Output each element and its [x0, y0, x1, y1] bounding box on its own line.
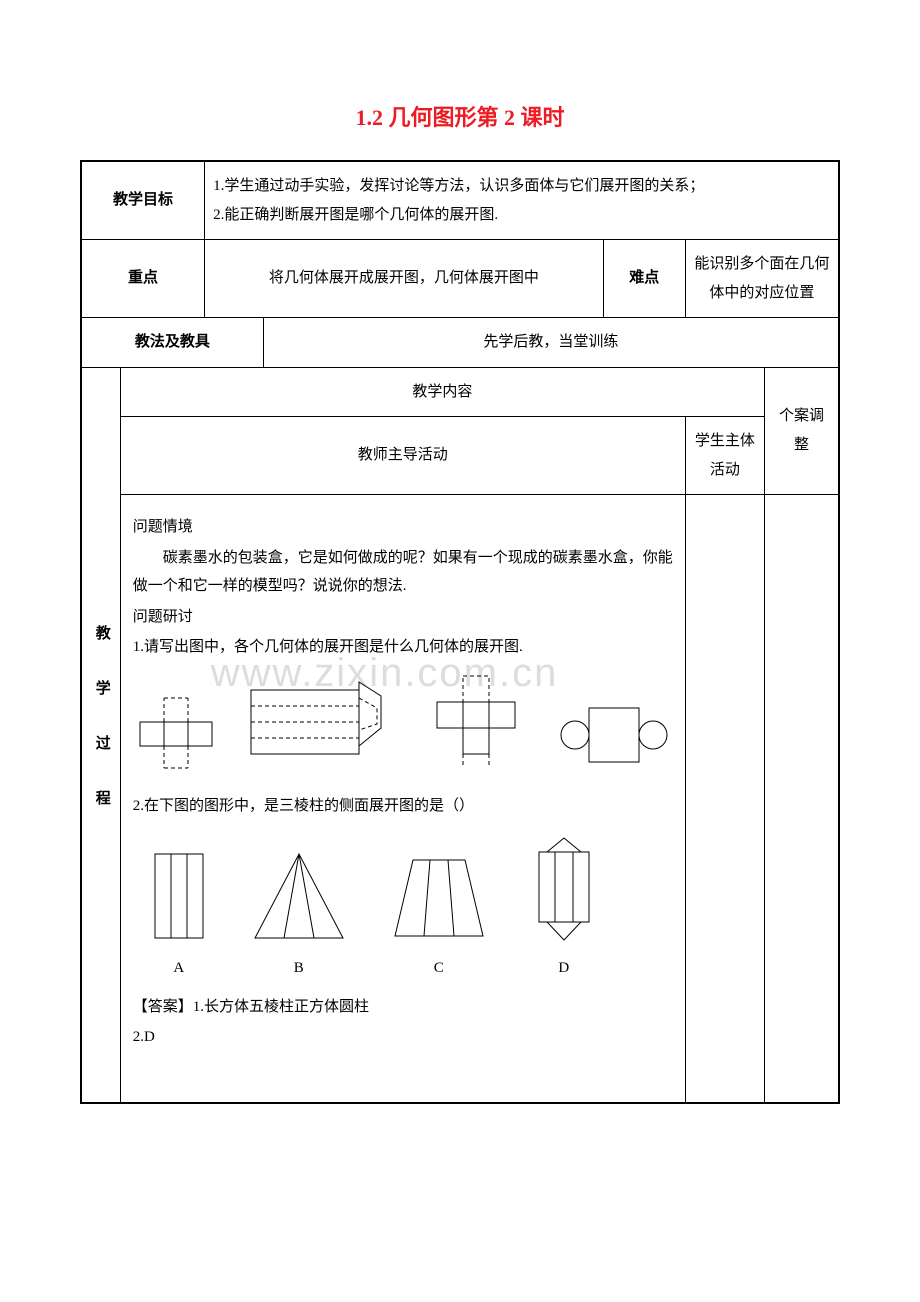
label-method: 教法及教具 [81, 318, 263, 368]
header-student: 学生主体活动 [685, 417, 764, 495]
goal-content: 1.学生通过动手实验，发挥讨论等方法，认识多面体与它们展开图的关系； 2.能正确… [205, 161, 839, 240]
header-content: 教学内容 [120, 367, 764, 417]
figure-labels: A B C D [149, 954, 657, 983]
option-a-icon [149, 848, 209, 944]
label-difficulty: 难点 [603, 240, 685, 318]
header-adjust: 个案调整 [765, 367, 840, 495]
method-content: 先学后教，当堂训练 [263, 318, 839, 368]
option-d-icon [529, 834, 599, 944]
page-title: 1.2 几何图形第 2 课时 [80, 100, 840, 132]
difficulty-content: 能识别多个面在几何体中的对应位置 [685, 240, 839, 318]
adjust-cell [765, 495, 840, 1104]
teacher-activity-cell: www.zixin.com.cn 问题情境 碳素墨水的包装盒，它是如何做成的呢？… [120, 495, 685, 1104]
net-cylinder-icon [559, 700, 669, 770]
net-cuboid-icon [137, 678, 215, 770]
option-c-icon [389, 848, 489, 944]
label-keypoint: 重点 [81, 240, 205, 318]
label-goal: 教学目标 [81, 161, 205, 240]
option-b-icon [249, 848, 349, 944]
figure-row-2 [149, 834, 657, 944]
figure-row-1 [137, 672, 669, 770]
lesson-plan-table: 教学目标 1.学生通过动手实验，发挥讨论等方法，认识多面体与它们展开图的关系； … [80, 160, 840, 1104]
net-pentagonal-prism-icon [245, 678, 395, 770]
net-cube-icon [425, 672, 529, 770]
header-teacher: 教师主导活动 [120, 417, 685, 495]
keypoint-content: 将几何体展开成展开图，几何体展开图中 [205, 240, 604, 318]
student-activity-cell [685, 495, 764, 1104]
label-process: 教学过程 [81, 367, 120, 1103]
